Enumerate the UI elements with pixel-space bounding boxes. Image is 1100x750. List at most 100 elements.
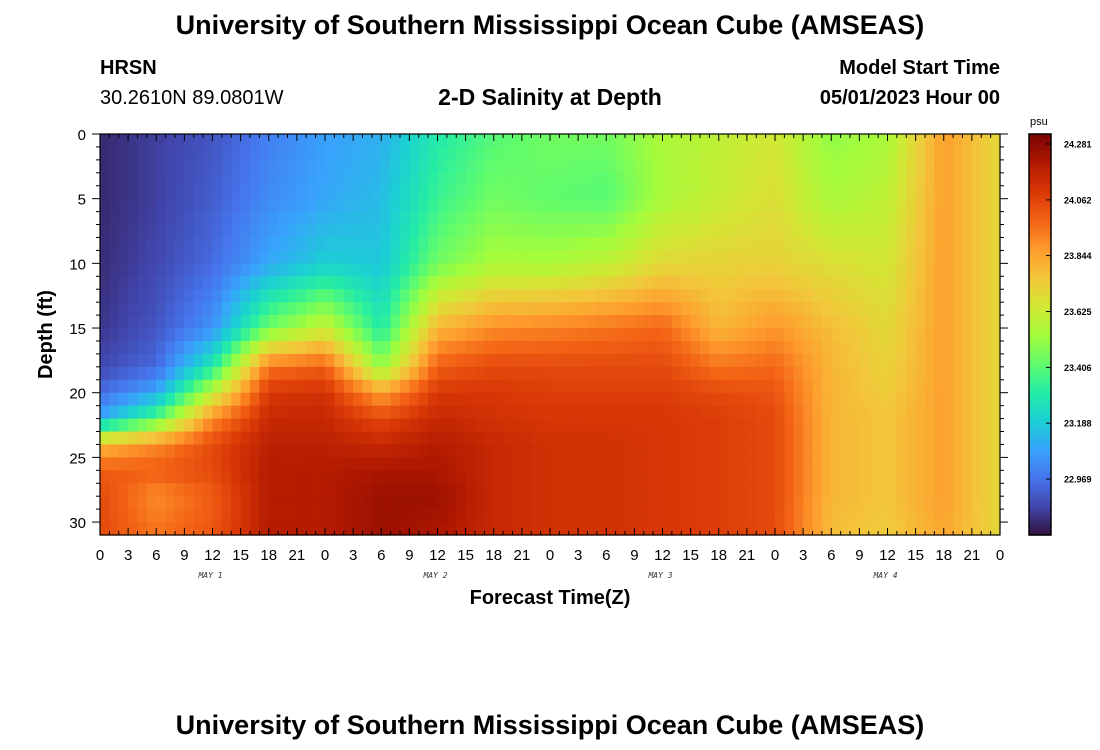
heatmap-cell	[568, 457, 579, 471]
heatmap-cell	[306, 237, 317, 252]
heatmap-cell	[390, 211, 401, 226]
colorbar-swatch	[1029, 154, 1051, 159]
heatmap-cell	[418, 366, 429, 381]
heatmap-cell	[343, 353, 354, 368]
heatmap-cell	[128, 146, 139, 161]
heatmap-cell	[934, 379, 945, 394]
heatmap-cell	[662, 483, 673, 497]
heatmap-cell	[550, 405, 560, 420]
heatmap-cell	[925, 185, 935, 200]
heatmap-cell	[915, 457, 926, 471]
heatmap-cell	[343, 431, 354, 446]
heatmap-cell	[775, 444, 785, 458]
heatmap-cell	[550, 418, 560, 433]
heatmap-cell	[475, 146, 485, 161]
heatmap-cell	[953, 172, 964, 187]
heatmap-cell	[184, 509, 195, 523]
heatmap-cell	[578, 250, 589, 264]
heatmap-cell	[268, 457, 279, 471]
heatmap-cell	[306, 522, 317, 536]
heatmap-cell	[409, 159, 420, 174]
heatmap-cell	[409, 328, 420, 342]
heatmap-cell	[906, 134, 917, 148]
heatmap-cell	[821, 224, 832, 239]
heatmap-cell	[503, 289, 514, 303]
heatmap-cell	[390, 431, 401, 446]
heatmap-cell	[634, 457, 645, 471]
heatmap-cell	[784, 366, 795, 381]
heatmap-cell	[587, 431, 598, 446]
heatmap-cell	[784, 224, 795, 239]
heatmap-cell	[484, 315, 495, 329]
heatmap-cell	[278, 224, 289, 239]
heatmap-cell	[118, 302, 129, 316]
heatmap-cell	[287, 172, 298, 187]
heatmap-cell	[990, 509, 1001, 523]
heatmap-cell	[203, 172, 214, 187]
heatmap-cell	[925, 457, 935, 471]
heatmap-cell	[287, 379, 298, 394]
heatmap-cell	[381, 379, 392, 394]
heatmap-cell	[315, 302, 326, 316]
heatmap-cell	[521, 224, 532, 239]
heatmap-cell	[343, 340, 354, 355]
heatmap-cell	[971, 457, 982, 471]
heatmap-cell	[840, 444, 851, 458]
heatmap-cell	[625, 340, 635, 355]
heatmap-cell	[831, 340, 842, 355]
heatmap-cell	[981, 496, 992, 510]
heatmap-cell	[193, 483, 204, 497]
heatmap-cell	[906, 470, 917, 484]
heatmap-cell	[362, 522, 373, 536]
heatmap-cell	[296, 289, 307, 303]
heatmap-cell	[756, 522, 767, 536]
heatmap-cell	[550, 276, 560, 290]
heatmap-cell	[596, 185, 607, 200]
heatmap-cell	[981, 172, 992, 187]
heatmap-cell	[709, 340, 720, 355]
heatmap-cell	[634, 328, 645, 342]
heatmap-cell	[690, 457, 701, 471]
heatmap-cell	[259, 198, 270, 213]
heatmap-cell	[831, 328, 842, 342]
heatmap-cell	[100, 470, 110, 484]
heatmap-cell	[550, 263, 560, 277]
heatmap-cell	[775, 302, 785, 316]
heatmap-cell	[596, 496, 607, 510]
heatmap-cell	[700, 159, 710, 174]
heatmap-cell	[953, 431, 964, 446]
heatmap-cell	[259, 431, 270, 446]
heatmap-cell	[953, 134, 964, 148]
heatmap-cell	[906, 496, 917, 510]
colorbar-swatch	[1029, 514, 1051, 520]
heatmap-cell	[381, 483, 392, 497]
heatmap-cell	[859, 146, 870, 161]
heatmap-cell	[596, 418, 607, 433]
heatmap-cell	[550, 302, 560, 316]
heatmap-cell	[221, 263, 232, 277]
heatmap-cell	[306, 328, 317, 342]
heatmap-cell	[653, 405, 664, 420]
heatmap-cell	[775, 496, 785, 510]
heatmap-cell	[775, 328, 785, 342]
heatmap-cell	[943, 405, 954, 420]
heatmap-cell	[512, 289, 523, 303]
heatmap-cell	[568, 172, 579, 187]
heatmap-cell	[325, 418, 335, 433]
heatmap-cell	[146, 263, 157, 277]
heatmap-cell	[446, 509, 457, 523]
heatmap-cell	[315, 289, 326, 303]
heatmap-cell	[709, 470, 720, 484]
heatmap-cell	[831, 237, 842, 252]
heatmap-cell	[887, 418, 898, 433]
heatmap-cell	[278, 237, 289, 252]
heatmap-cell	[606, 185, 617, 200]
heatmap-cell	[625, 211, 635, 226]
heatmap-cell	[953, 237, 964, 252]
heatmap-cell	[250, 289, 260, 303]
heatmap-cell	[250, 418, 260, 433]
heatmap-cell	[446, 457, 457, 471]
heatmap-cell	[662, 134, 673, 148]
heatmap-cell	[831, 483, 842, 497]
heatmap-cell	[681, 185, 692, 200]
